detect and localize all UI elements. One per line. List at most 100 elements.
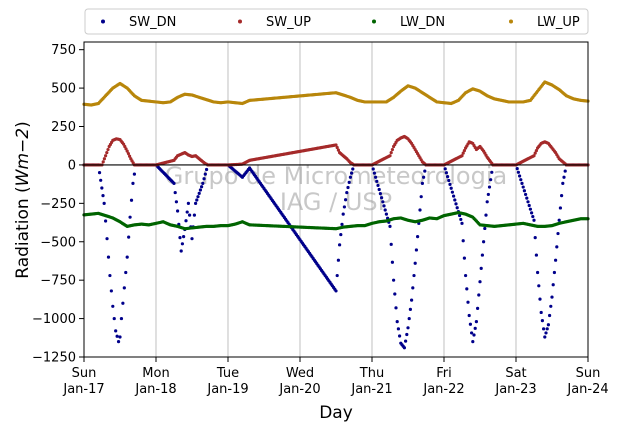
data-point — [344, 198, 348, 202]
data-point — [375, 179, 379, 183]
data-point — [521, 185, 525, 189]
y-tick-label: 750 — [51, 43, 76, 58]
data-point — [486, 192, 490, 197]
data-point — [464, 273, 468, 278]
data-point — [121, 301, 125, 305]
data-point — [466, 300, 470, 304]
data-point — [524, 192, 528, 197]
data-point — [335, 273, 339, 278]
data-point — [194, 201, 198, 205]
data-point — [462, 148, 466, 153]
data-point — [131, 181, 135, 185]
x-tick-weekday: Fri — [436, 366, 452, 381]
legend-marker-sw_dn — [101, 19, 105, 24]
data-point — [106, 255, 111, 259]
legend: SW_DN SW_UP LW_DN LW_UP — [84, 8, 589, 35]
x-tick-date: Jan-23 — [494, 382, 536, 397]
data-point — [527, 203, 531, 208]
data-point — [105, 151, 109, 155]
data-point — [198, 188, 202, 192]
data-point — [178, 236, 182, 240]
data-point — [411, 286, 415, 290]
data-point — [350, 171, 354, 175]
data-point — [461, 239, 465, 243]
legend-frame — [84, 8, 589, 35]
x-tick-weekday: Tue — [216, 366, 239, 381]
data-point — [388, 154, 392, 158]
plot-background — [84, 42, 588, 357]
data-point — [543, 335, 547, 339]
data-point — [335, 145, 339, 150]
data-point — [520, 181, 524, 185]
data-point — [132, 172, 136, 176]
y-tick-label: −500 — [40, 235, 76, 250]
data-point — [185, 210, 189, 214]
data-point — [471, 340, 475, 344]
data-point — [345, 190, 349, 195]
data-point — [396, 327, 400, 331]
data-point — [378, 192, 382, 196]
y-tick-label: −1000 — [32, 312, 76, 327]
data-point — [536, 270, 540, 275]
data-point — [351, 167, 355, 171]
y-tick-label: 0 — [68, 158, 76, 173]
data-point — [480, 253, 484, 257]
x-tick-weekday: Sun — [72, 366, 97, 381]
data-point — [459, 217, 463, 222]
data-point — [101, 194, 105, 198]
x-tick-date: Jan-22 — [422, 382, 464, 397]
data-point — [128, 154, 132, 158]
data-point — [483, 226, 487, 231]
data-point — [449, 186, 453, 190]
data-point — [111, 304, 115, 308]
data-point — [124, 270, 128, 275]
data-point — [371, 167, 375, 171]
data-point — [190, 237, 194, 241]
data-point — [392, 278, 396, 282]
data-point — [490, 170, 494, 174]
data-point — [184, 219, 188, 223]
data-point — [106, 147, 110, 152]
data-point — [539, 310, 543, 315]
data-point — [444, 171, 448, 175]
data-point — [389, 242, 393, 246]
y-tick-label: 500 — [51, 82, 76, 97]
data-point — [487, 185, 492, 189]
x-axis: SunJan-17MonJan-18TueJan-19WedJan-20ThuJ… — [62, 357, 609, 397]
data-point — [334, 289, 338, 293]
data-point — [412, 273, 416, 278]
data-point — [408, 307, 412, 311]
data-point — [394, 306, 398, 310]
data-point — [172, 181, 176, 185]
data-point — [473, 326, 477, 330]
data-point — [470, 331, 474, 335]
data-point — [458, 213, 462, 218]
data-point — [561, 181, 565, 185]
legend-marker-lw_up — [509, 19, 513, 24]
x-axis-label: Day — [319, 403, 353, 423]
data-point — [533, 236, 537, 240]
data-point — [443, 167, 447, 171]
data-point — [203, 172, 207, 176]
data-point — [452, 194, 456, 198]
data-point — [515, 167, 519, 171]
x-tick-weekday: Sat — [505, 366, 526, 381]
data-point — [525, 196, 529, 200]
data-point — [125, 149, 129, 153]
data-point — [410, 298, 414, 302]
data-point — [384, 212, 388, 216]
x-tick-date: Jan-18 — [134, 382, 176, 397]
data-point — [534, 253, 539, 257]
data-point — [338, 243, 342, 247]
data-point — [448, 182, 452, 186]
data-point — [413, 261, 417, 265]
data-point — [489, 178, 493, 182]
data-point — [334, 143, 338, 147]
data-point — [484, 213, 488, 217]
data-point — [114, 329, 118, 333]
data-point — [374, 175, 378, 179]
data-point — [125, 255, 129, 259]
data-point — [414, 248, 418, 252]
data-point — [119, 316, 124, 321]
